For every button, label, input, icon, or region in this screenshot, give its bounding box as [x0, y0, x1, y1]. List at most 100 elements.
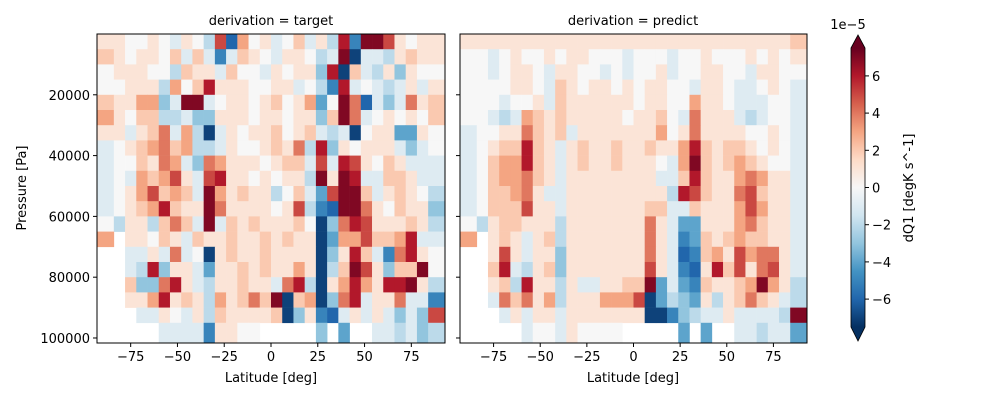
heatmap-cell — [428, 277, 446, 293]
heatmap-cell — [282, 110, 294, 126]
heatmap-cell — [394, 94, 407, 111]
heatmap-cell — [622, 231, 634, 248]
heatmap-cell — [338, 261, 350, 278]
heatmap-cell — [476, 125, 489, 141]
heatmap-cell — [214, 49, 227, 65]
heatmap-cell — [360, 246, 373, 263]
heatmap-cell — [315, 34, 328, 50]
heatmap-cell — [304, 125, 317, 141]
heatmap-cell — [521, 261, 534, 278]
heatmap-cell — [147, 246, 160, 263]
heatmap-cell — [394, 140, 407, 156]
heatmap-cell — [487, 140, 500, 156]
heatmap-cell — [588, 125, 601, 141]
heatmap-cell — [192, 277, 204, 293]
heatmap-cell — [510, 277, 522, 293]
heatmap-cell — [532, 185, 545, 202]
heatmap-cell — [779, 110, 791, 126]
heatmap-cell — [577, 125, 590, 141]
heatmap-cell — [416, 64, 429, 80]
heatmap-cell — [487, 79, 500, 96]
heatmap-cell — [203, 34, 216, 50]
heatmap-cell — [756, 322, 769, 344]
heatmap-cell — [282, 201, 294, 217]
heatmap-cell — [383, 231, 395, 248]
heatmap-cell — [97, 49, 115, 65]
heatmap-cell — [338, 246, 350, 263]
heatmap-cell — [226, 185, 238, 202]
heatmap-cell — [271, 246, 283, 263]
heatmap-cell — [372, 140, 384, 156]
heatmap-cell — [169, 201, 182, 217]
heatmap-cell — [622, 79, 634, 96]
heatmap-cell — [745, 231, 757, 248]
heatmap-cell — [271, 64, 283, 80]
heatmap-cell — [767, 216, 780, 232]
heatmap-cell — [315, 322, 328, 344]
heatmap-cell — [259, 277, 272, 293]
heatmap-cell — [405, 216, 418, 232]
heatmap-cell — [428, 292, 446, 308]
heatmap-cell — [214, 307, 227, 324]
heatmap-cell — [97, 155, 115, 172]
heatmap-cell — [158, 125, 171, 141]
heatmap-cell — [521, 94, 534, 111]
heatmap-cell — [476, 216, 489, 232]
heatmap-cell — [259, 94, 272, 111]
heatmap-cell — [745, 125, 757, 141]
heatmap-cell — [158, 201, 171, 217]
heatmap-cell — [136, 277, 148, 293]
heatmap-cell — [510, 155, 522, 172]
heatmap-cell — [405, 64, 418, 80]
heatmap-cell — [181, 155, 193, 172]
heatmap-cell — [304, 201, 317, 217]
heatmap-cell — [588, 201, 601, 217]
heatmap-cell — [756, 94, 769, 111]
heatmap-cell — [315, 277, 328, 293]
heatmap-cell — [226, 79, 238, 96]
heatmap-cell — [460, 155, 478, 172]
heatmap-cell — [700, 261, 713, 278]
heatmap-cell — [779, 231, 791, 248]
heatmap-cell — [181, 49, 193, 65]
heatmap-cell — [543, 216, 556, 232]
heatmap-cell — [510, 185, 522, 202]
heatmap-cell — [622, 64, 634, 80]
heatmap-cell — [237, 49, 249, 65]
heatmap-cell — [203, 307, 216, 324]
heatmap-cell — [226, 231, 238, 248]
heatmap-cell — [779, 322, 791, 344]
heatmap-cell — [476, 79, 489, 96]
heatmap-cell — [360, 170, 373, 187]
heatmap-cell — [237, 307, 249, 324]
heatmap-cell — [734, 246, 746, 263]
heatmap-cell — [271, 307, 283, 324]
y-tick-label: 80000 — [49, 271, 90, 286]
heatmap-cell — [181, 322, 193, 344]
heatmap-cell — [499, 155, 511, 172]
heatmap-cell — [125, 94, 137, 111]
heatmap-cell — [315, 49, 328, 65]
heatmap-cell — [566, 277, 578, 293]
heatmap-cell — [611, 201, 623, 217]
heatmap-cell — [689, 307, 701, 324]
heatmap-cell — [756, 125, 769, 141]
heatmap-cell — [169, 34, 182, 50]
heatmap-cell — [181, 277, 193, 293]
heatmap-cell — [790, 49, 808, 65]
heatmap-cell — [655, 246, 668, 263]
heatmap-cell — [460, 185, 478, 202]
heatmap-cell — [460, 34, 478, 50]
heatmap-cell — [304, 110, 317, 126]
heatmap-cell — [259, 246, 272, 263]
heatmap-cell — [510, 125, 522, 141]
heatmap-cell — [644, 216, 657, 232]
heatmap-cell — [203, 79, 216, 96]
heatmap-cell — [700, 185, 713, 202]
heatmap-cell — [633, 110, 645, 126]
heatmap-cell — [756, 277, 769, 293]
heatmap-cell — [416, 307, 429, 324]
heatmap-cell — [532, 246, 545, 263]
heatmap-cell — [237, 246, 249, 263]
heatmap-cell — [790, 277, 808, 293]
